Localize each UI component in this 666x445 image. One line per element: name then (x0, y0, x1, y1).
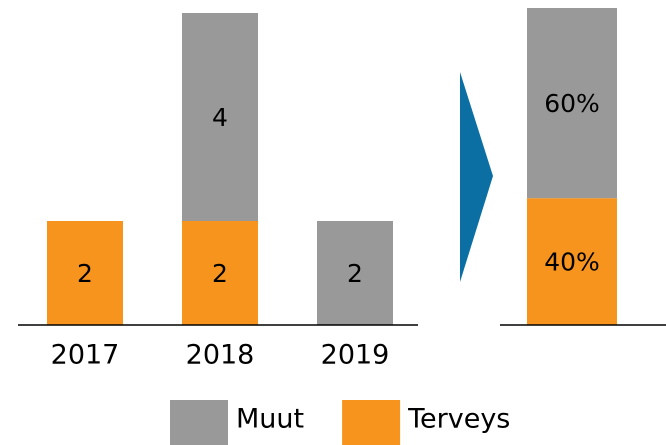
data-label: 4 (212, 103, 228, 132)
legend-label: Muut (236, 404, 304, 435)
data-label: 2 (212, 259, 228, 288)
data-label: 60% (544, 89, 600, 118)
data-label: 2 (347, 259, 363, 288)
x-tick-label: 2019 (321, 340, 390, 371)
legend-swatch (342, 400, 401, 445)
data-label: 40% (544, 248, 600, 277)
x-tick-label: 2018 (186, 340, 255, 371)
bar-segment (47, 221, 123, 325)
x-tick-label: 2017 (51, 340, 120, 371)
legend-label: Terveys (407, 404, 510, 435)
bar-segment (182, 221, 258, 325)
bar-segment (182, 13, 258, 221)
bar-segment (317, 221, 393, 325)
data-label: 2 (77, 259, 93, 288)
bar-segment (527, 8, 617, 199)
legend-swatch (170, 400, 228, 445)
arrow (460, 72, 493, 282)
bar-segment (527, 198, 617, 325)
